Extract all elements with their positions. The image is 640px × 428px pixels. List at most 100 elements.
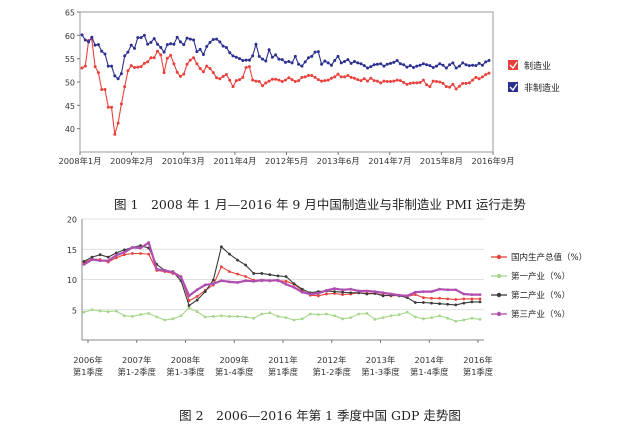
fig1-series-1-point (110, 105, 114, 109)
fig1-legend-swatch (508, 82, 518, 92)
fig1-series-2-point (464, 63, 468, 67)
fig2-series-3-point (252, 272, 256, 275)
fig2-series-2-point (325, 312, 328, 316)
fig1-series-1-point (126, 69, 130, 73)
fig1-series-2-point (359, 62, 363, 66)
fig1-series-1-point (474, 75, 478, 79)
fig1-series-1-point (434, 80, 438, 84)
fig2-series-4-point (373, 290, 377, 293)
fig1-series-1-point (333, 75, 337, 79)
fig1-series-1-point (178, 74, 182, 78)
fig1-plot-frame (79, 11, 494, 153)
fig2-series-2-point (381, 316, 385, 320)
fig2-x-tick-quarter: 第1-2季度 (118, 367, 156, 377)
fig1-series-2-point (195, 50, 199, 54)
fig1-series-1-point (451, 82, 455, 86)
fig2-series-4-point (203, 283, 207, 287)
fig1-series-2-point (218, 40, 222, 44)
fig1-series-1-point (211, 71, 215, 75)
fig1-series-2-point (257, 54, 261, 58)
fig2-series-3-point (284, 275, 288, 278)
fig1-series-2-point (192, 38, 196, 42)
fig1-series-1-point (198, 66, 202, 70)
fig2-series-4-point (98, 259, 102, 263)
fig1-series-2-point (87, 40, 91, 44)
fig1-series-2-point (264, 59, 268, 63)
fig1-series-2-point (369, 65, 373, 69)
fig2-series-4-point (187, 294, 191, 298)
fig1-series-1-point (336, 72, 340, 76)
fig1-series-1-point (280, 80, 284, 84)
fig2-series-4-point (349, 287, 353, 291)
fig1-series-1-point (136, 65, 140, 69)
fig1-y-tick-label: 50 (65, 79, 75, 88)
fig1-series-2-point (382, 64, 386, 68)
fig1-series-2-point (110, 64, 114, 68)
fig2-series-2-point (365, 311, 369, 315)
fig2-series-4-point (284, 282, 288, 286)
fig1-series-2-point (402, 63, 406, 67)
fig2-series-4-point (308, 292, 312, 296)
fig1-series-1-point (329, 76, 333, 80)
fig1-series-2-point (90, 35, 94, 39)
fig1-series-2-point (228, 51, 232, 55)
fig1-series-2-point (211, 38, 215, 42)
fig1-series-2-point (139, 36, 143, 40)
fig2-legend-label: 第一产业（%） (511, 271, 570, 282)
fig1-series-2-point (267, 48, 271, 52)
fig2-series-1-point (236, 272, 239, 276)
fig1-series-2-point (385, 62, 389, 66)
fig1-series-2-point (336, 54, 340, 58)
fig1-series-1-point (389, 80, 393, 84)
fig1-series-1-point (195, 62, 199, 66)
fig1-series-2-point (284, 60, 287, 64)
fig2-series-1-point (454, 298, 458, 301)
fig1-y-tick-label: 40 (65, 125, 75, 134)
fig1-series-2-point (297, 62, 301, 66)
fig2-series-4-point (454, 288, 458, 292)
fig1-series-2-point (241, 59, 245, 63)
fig2-series-3-point (381, 294, 385, 298)
fig1-series-line-1 (81, 38, 490, 135)
fig2-series-3-point (341, 290, 345, 294)
fig1-series-1-point (133, 66, 137, 70)
fig2-series-3-point (478, 300, 482, 304)
fig1-series-2-point (254, 42, 258, 46)
fig1-legend-label: 制造业 (524, 60, 551, 72)
fig1-series-2-point (441, 63, 445, 67)
fig1-series-2-point (313, 50, 317, 54)
fig1-series-2-point (362, 64, 366, 68)
fig2-series-3-point (446, 302, 450, 306)
fig1-series-1-point (123, 85, 127, 89)
fig2-series-2-point (430, 316, 433, 320)
fig1-legend-check-icon (509, 61, 518, 70)
fig1-series-1-point (316, 78, 320, 82)
fig1-series-2-point (205, 45, 209, 49)
fig2-series-4-point (316, 292, 320, 295)
fig1-series-2-point (333, 59, 337, 63)
fig1-series-1-point (83, 64, 87, 68)
fig1-series-1-point (159, 53, 163, 57)
fig2-series-2-point (147, 311, 151, 315)
fig1-series-1-point (244, 66, 248, 70)
fig2-series-2-point (123, 314, 126, 318)
fig1-series-1-point (487, 71, 491, 75)
fig2-series-1-point (219, 265, 223, 269)
fig1-series-1-point (425, 83, 429, 87)
fig1-x-tick-label: 2016年9月 (472, 156, 515, 166)
fig2-series-2-point (244, 315, 248, 319)
fig1-series-2-point (454, 66, 458, 70)
fig2-series-4-point (413, 290, 417, 294)
fig1-series-2-point (113, 74, 117, 78)
fig1-series-2-point (326, 61, 330, 65)
fig2-series-4-point (397, 293, 401, 297)
fig1-series-1-point (306, 73, 310, 77)
fig1-series-2-point (106, 64, 110, 68)
fig1-series-2-point (274, 53, 278, 57)
fig1-series-2-point (224, 45, 228, 49)
fig1-series-1-point (175, 70, 179, 74)
fig1-series-1-point (352, 76, 356, 80)
fig1-series-2-point (487, 59, 491, 63)
fig1-series-2-point (310, 54, 314, 58)
fig2-series-4-point (357, 289, 361, 293)
